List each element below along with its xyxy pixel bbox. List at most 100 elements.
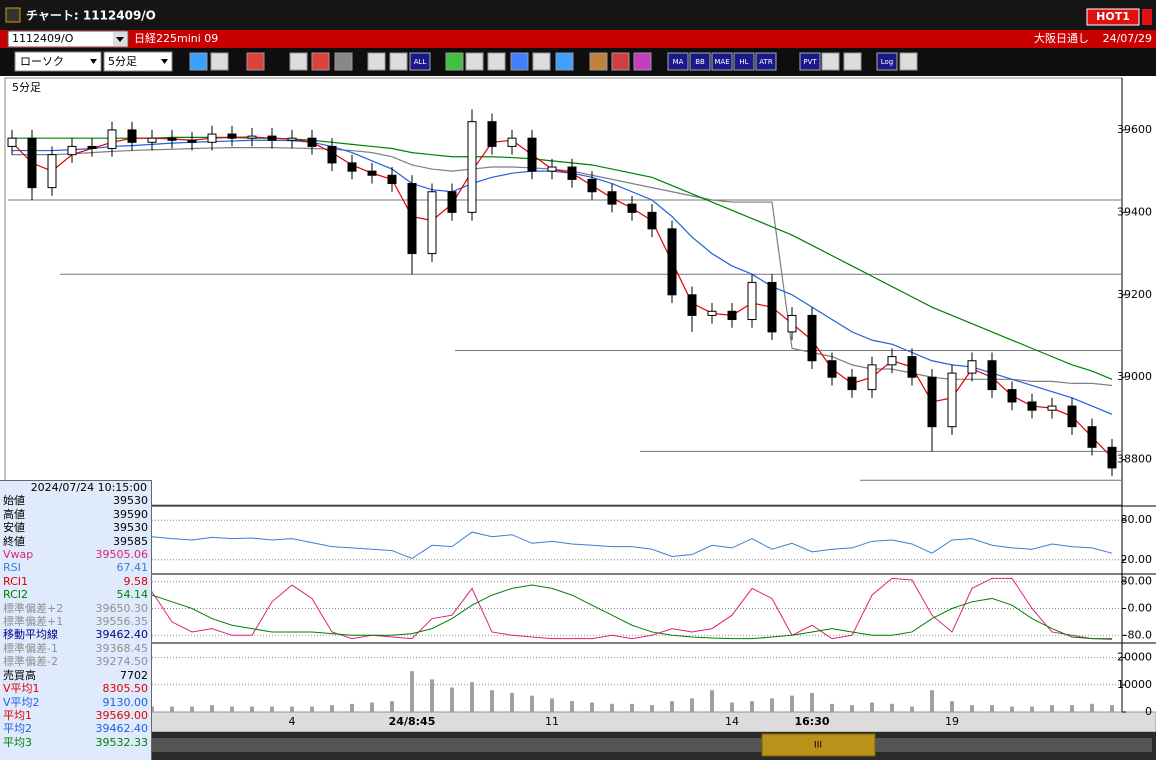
candle-body xyxy=(1047,405,1057,411)
toolbar-icon[interactable] xyxy=(465,52,484,71)
interval-select[interactable] xyxy=(103,51,173,72)
candle-body xyxy=(187,139,197,143)
toolbar-icon[interactable] xyxy=(367,52,386,71)
style-select-text[interactable]: ローソク xyxy=(20,55,64,68)
y-tick-label: 80.00 xyxy=(1121,513,1153,526)
info-row: 平均3 39532.33 xyxy=(0,736,151,749)
candle-body xyxy=(467,121,477,213)
toolbar xyxy=(0,48,1156,76)
info-value: 39462.40 xyxy=(95,628,149,642)
candle-body xyxy=(947,372,957,428)
toolbar-icon[interactable] xyxy=(389,52,408,71)
toolbar-icon[interactable] xyxy=(289,52,308,71)
toolbar-icon[interactable] xyxy=(589,52,608,71)
candle-body xyxy=(927,376,937,428)
toolbar-icon[interactable] xyxy=(532,52,551,71)
info-label: 安値 xyxy=(3,521,25,535)
symbol-bar xyxy=(0,30,1156,48)
toolbar-button[interactable] xyxy=(755,52,777,71)
window-title: チャート: 1112409/O xyxy=(26,9,156,23)
candle-body xyxy=(687,294,697,316)
toolbar-button[interactable] xyxy=(667,52,689,71)
toolbar-icon[interactable] xyxy=(445,52,464,71)
volume-bar xyxy=(1010,706,1014,712)
info-row: RCI1 9.58 xyxy=(0,575,151,588)
style-select[interactable] xyxy=(14,51,102,72)
candle-body xyxy=(427,191,437,255)
toolbar-button-text[interactable]: ALL xyxy=(414,58,427,66)
toolbar-button[interactable] xyxy=(711,52,733,71)
volume-bar xyxy=(990,705,994,712)
toolbar-icon[interactable] xyxy=(611,52,630,71)
symbol-code[interactable]: 1112409/O xyxy=(12,32,74,45)
overlay-line xyxy=(12,147,1113,387)
info-value: 39650.30 xyxy=(95,601,149,615)
toolbar-button-text[interactable]: MAE xyxy=(714,58,729,66)
toolbar-button-text[interactable]: BB xyxy=(695,58,705,66)
toolbar-icon[interactable] xyxy=(246,52,265,71)
volume-bar xyxy=(1070,705,1074,712)
toolbar-button-text[interactable]: PVT xyxy=(803,58,817,66)
volume-bar xyxy=(750,701,754,712)
toolbar-icon[interactable] xyxy=(334,52,353,71)
info-value: 54.14 xyxy=(116,588,149,602)
candle-body xyxy=(767,281,777,333)
scroll-grip: III xyxy=(814,741,822,751)
info-row: 標準偏差-2 39274.50 xyxy=(0,655,151,668)
toolbar-button[interactable] xyxy=(409,52,431,71)
info-row: 標準偏差+2 39650.30 xyxy=(0,602,151,615)
toolbar-icon[interactable] xyxy=(899,52,918,71)
toolbar-icon[interactable] xyxy=(189,52,208,71)
info-label: RSI xyxy=(3,561,21,575)
candle-body xyxy=(727,310,737,321)
candle-body xyxy=(587,178,597,193)
close-button[interactable] xyxy=(1142,9,1152,25)
info-label: RCI1 xyxy=(3,574,29,588)
overlay-line xyxy=(12,136,1113,380)
toolbar-button-text[interactable]: ATR xyxy=(759,58,773,66)
y-tick-label: 0.00 xyxy=(1128,602,1153,615)
info-value: 8305.50 xyxy=(102,682,149,696)
y-tick-label: 0 xyxy=(1145,705,1152,718)
dropdown-arrow xyxy=(90,59,97,64)
info-label: 平均3 xyxy=(3,735,32,749)
toolbar-button[interactable] xyxy=(733,52,755,71)
info-label: 始値 xyxy=(3,494,25,508)
hot-badge-text[interactable]: HOT1 xyxy=(1096,10,1130,23)
volume-bar xyxy=(850,705,854,712)
volume-bar xyxy=(310,706,314,712)
toolbar-button-text[interactable]: HL xyxy=(739,58,748,66)
volume-bar xyxy=(270,706,274,712)
toolbar-icon[interactable] xyxy=(210,52,229,71)
toolbar-button[interactable] xyxy=(689,52,711,71)
toolbar-icon[interactable] xyxy=(487,52,506,71)
y-tick-label: 20.00 xyxy=(1121,553,1153,566)
toolbar-icon[interactable] xyxy=(555,52,574,71)
toolbar-button-text[interactable]: Log xyxy=(881,58,894,66)
x-tick-label: 16:30 xyxy=(794,715,829,728)
candle-body xyxy=(1007,389,1017,403)
info-label: V平均2 xyxy=(3,695,40,709)
volume-bar xyxy=(790,695,794,712)
toolbar-icon[interactable] xyxy=(633,52,652,71)
toolbar-button-text[interactable]: MA xyxy=(673,58,684,66)
hot-badge[interactable] xyxy=(1086,8,1140,26)
toolbar-button[interactable] xyxy=(876,52,898,71)
volume-bar xyxy=(590,702,594,712)
toolbar-button[interactable] xyxy=(799,52,821,71)
toolbar-icon[interactable] xyxy=(510,52,529,71)
info-label: 終値 xyxy=(3,534,25,548)
x-tick-label: 4 xyxy=(289,715,296,728)
candle-body xyxy=(707,310,717,316)
candle-body xyxy=(1067,405,1077,428)
scroll-thumb[interactable] xyxy=(761,733,876,757)
toolbar-icon[interactable] xyxy=(311,52,330,71)
interval-select-text[interactable]: 5分足 xyxy=(108,55,137,68)
info-label: V平均1 xyxy=(3,682,40,696)
symbol-input[interactable] xyxy=(7,30,129,48)
candle-body xyxy=(907,356,917,378)
toolbar-icon[interactable] xyxy=(821,52,840,71)
toolbar-icon[interactable] xyxy=(843,52,862,71)
info-value: 9130.00 xyxy=(102,695,149,709)
